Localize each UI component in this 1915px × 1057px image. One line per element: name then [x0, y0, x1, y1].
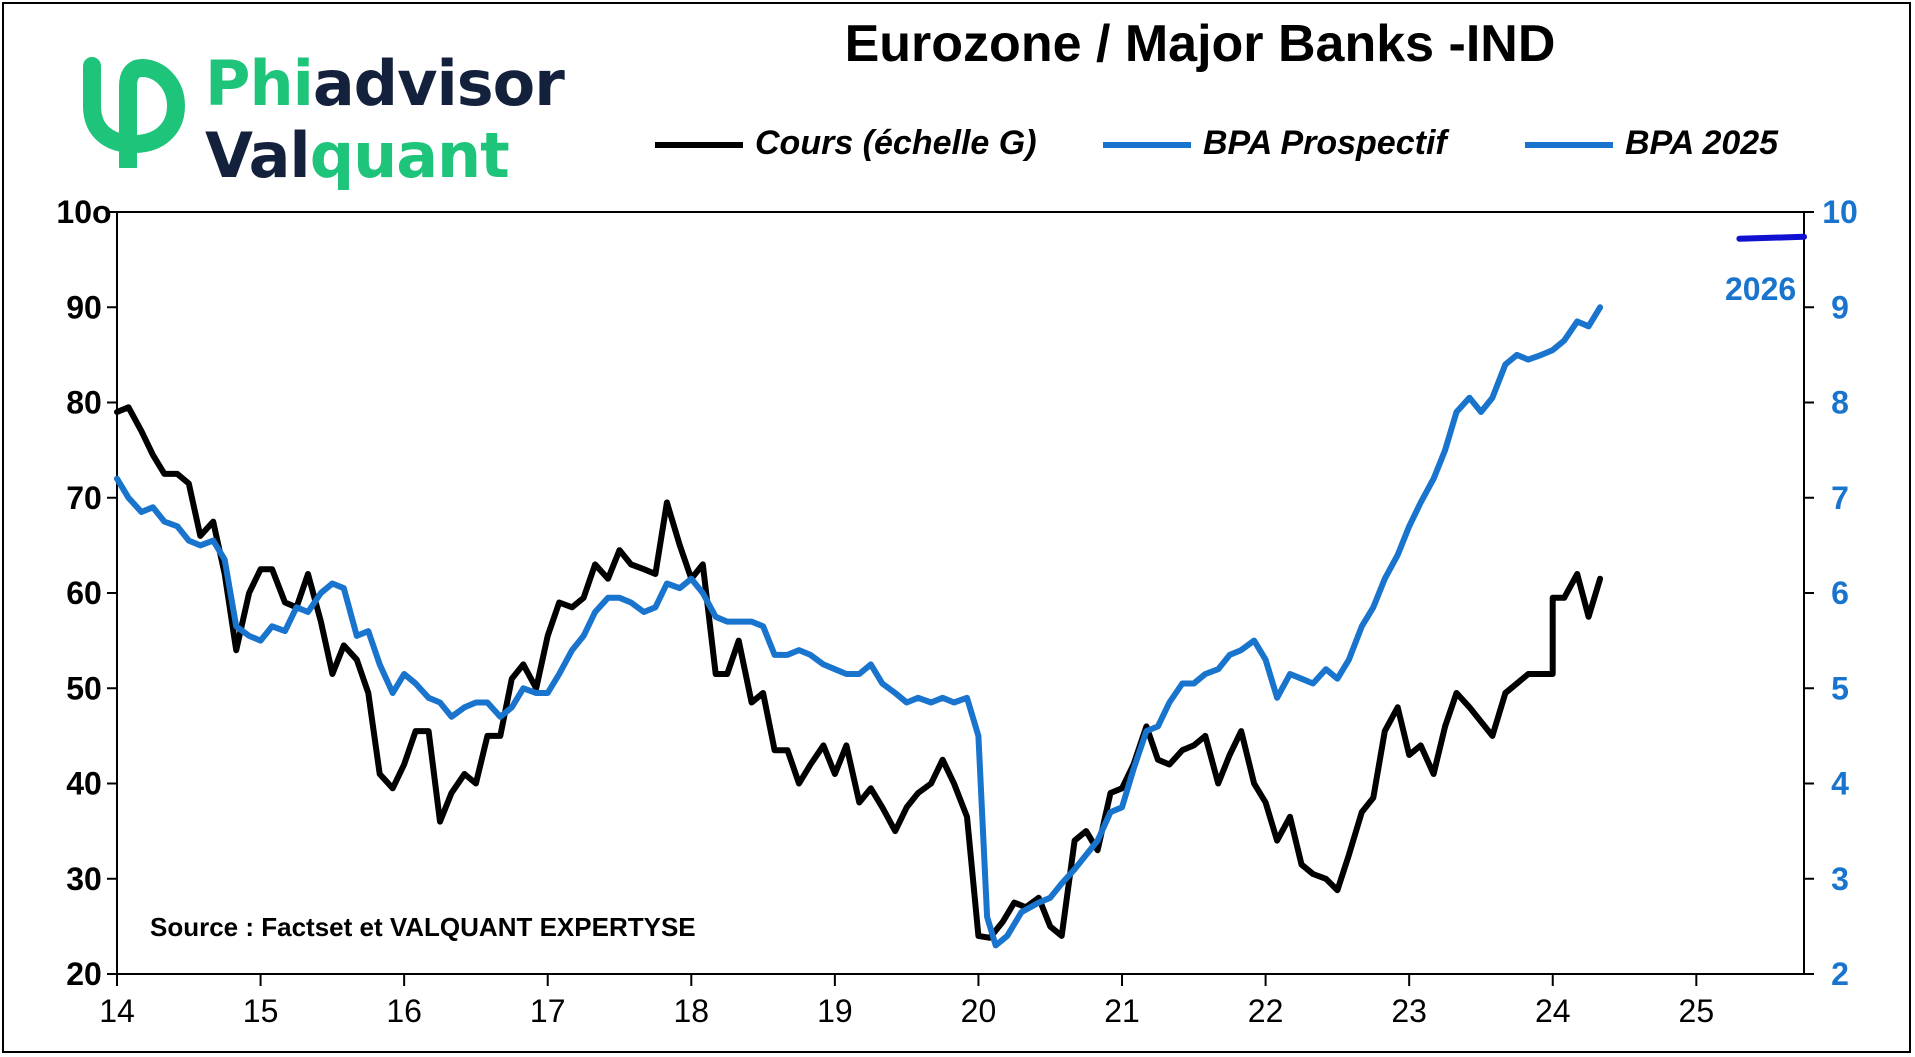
- y-left-tick-label: 20: [66, 956, 102, 992]
- logo-word-phi: Phi: [205, 47, 314, 120]
- y-right-tick-label: 6: [1831, 575, 1849, 611]
- y-right-tick-label: 3: [1831, 861, 1849, 897]
- x-tick-label: 16: [386, 993, 422, 1029]
- annotation-2026: 2026: [1725, 271, 1796, 307]
- y-right-tick-label: 8: [1831, 385, 1849, 421]
- x-tick-label: 22: [1248, 993, 1284, 1029]
- y-left-tick-label: 10o: [56, 194, 111, 230]
- phi-icon: [83, 57, 186, 168]
- chart-title: Eurozone / Major Banks -IND: [844, 15, 1556, 73]
- legend-item-cours: Cours (échelle G): [655, 124, 1037, 163]
- legend-label-bpa-prospectif: BPA Prospectif: [1203, 124, 1447, 162]
- logo-word-advisor: advisor: [312, 47, 565, 120]
- series-line-bpa-2026: [1736, 233, 1807, 242]
- y-left-tick-label: 30: [66, 861, 102, 897]
- x-tick-label: 21: [1104, 993, 1140, 1029]
- brand-logo-text: Phiadvisor Valquant: [205, 47, 565, 192]
- x-tick-label: 18: [674, 993, 710, 1029]
- legend-swatch-bpa-prospectif: [1103, 142, 1191, 149]
- y-right-tick-label: 2: [1831, 956, 1849, 992]
- x-tick-label: 24: [1535, 993, 1571, 1029]
- x-tick-label: 25: [1679, 993, 1715, 1029]
- y-left-tick-label: 50: [66, 670, 102, 706]
- y-left-tick-label: 90: [66, 289, 102, 325]
- series-line-cours-chelle-g: [114, 404, 1604, 941]
- x-tick-label: 15: [243, 993, 279, 1029]
- x-tick-label: 14: [99, 993, 135, 1029]
- legend-label-bpa-2025: BPA 2025: [1625, 124, 1779, 162]
- y-right-tick-label: 7: [1831, 480, 1849, 516]
- logo-word-quant: quant: [309, 119, 510, 192]
- x-tick-label: 23: [1391, 993, 1427, 1029]
- y-right-tick-label: 9: [1831, 289, 1849, 325]
- y-left-tick-label: 80: [66, 385, 102, 421]
- y-left-tick-label: 40: [66, 766, 102, 802]
- y-right-tick-label: 4: [1831, 766, 1849, 802]
- legend-item-bpa-prospectif: BPA Prospectif: [1103, 124, 1447, 163]
- legend-item-bpa-2025: BPA 2025: [1525, 124, 1778, 163]
- x-tick-label: 19: [817, 993, 853, 1029]
- y-left-tick-label: 60: [66, 575, 102, 611]
- series-line-bpa-prospectif: [114, 304, 1604, 949]
- legend-swatch-bpa-2025: [1525, 142, 1613, 149]
- x-tick-label: 17: [530, 993, 566, 1029]
- source-note: Source : Factset et VALQUANT EXPERTYSE: [150, 912, 696, 942]
- y-right-tick-label: 5: [1831, 670, 1849, 706]
- x-tick-label: 20: [961, 993, 997, 1029]
- legend-swatch-cours: [655, 142, 743, 149]
- legend-label-cours: Cours (échelle G): [755, 124, 1037, 162]
- y-left-tick-label: 70: [66, 480, 102, 516]
- plot-area: [116, 211, 1805, 975]
- y-right-tick-label: 10: [1822, 194, 1858, 230]
- logo-word-val: Val: [205, 119, 311, 192]
